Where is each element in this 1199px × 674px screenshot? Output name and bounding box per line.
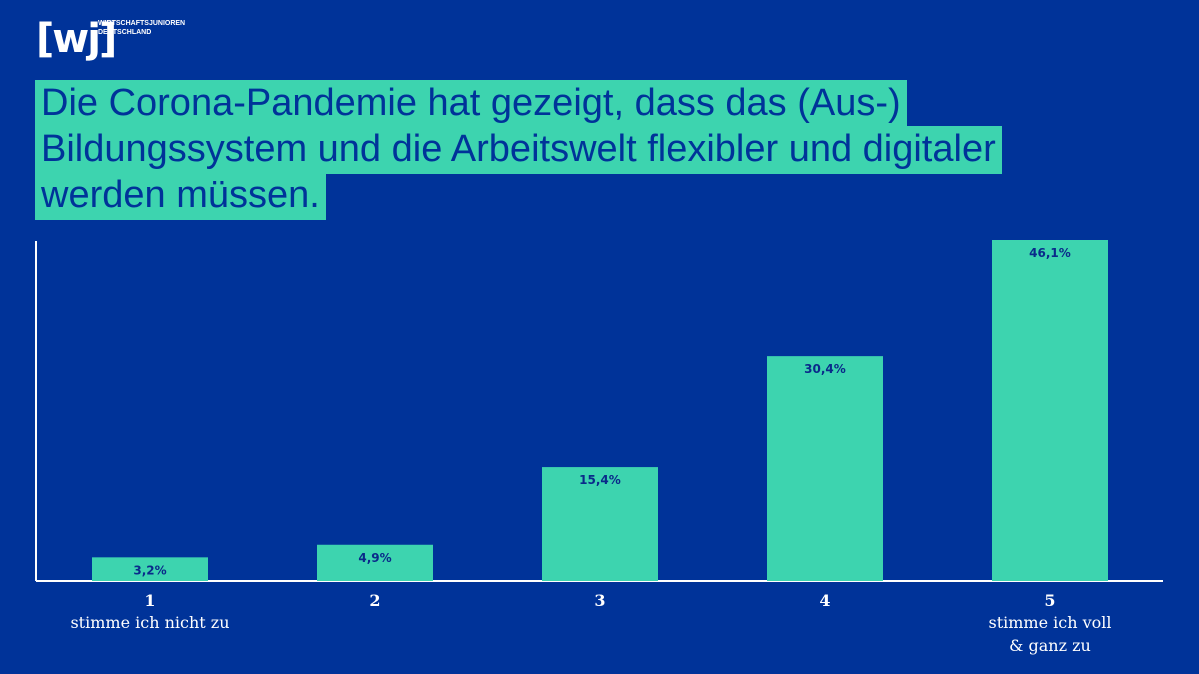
data-label-4: 30,4%	[804, 362, 846, 376]
data-label-2: 4,9%	[358, 551, 391, 565]
logo-line-2: DEUTSCHLAND	[98, 29, 152, 36]
data-label-5: 46,1%	[1029, 246, 1071, 260]
logo-mark: [wj]	[36, 16, 117, 62]
bar-5	[992, 240, 1108, 581]
x-tick-label-3: 3	[594, 591, 605, 610]
x-tick-label-5: 5	[1044, 591, 1055, 610]
data-label-3: 15,4%	[579, 473, 621, 487]
x-tick-description-5-1: stimme ich voll	[988, 613, 1111, 632]
x-tick-description-5-2: & ganz zu	[1009, 636, 1091, 655]
bar-3	[542, 467, 658, 581]
x-tick-label-1: 1	[144, 591, 155, 610]
chart-title: Die Corona-Pandemie hat gezeigt, dass da…	[35, 80, 1035, 220]
bar-2	[317, 544, 433, 581]
data-label-1: 3,2%	[133, 563, 166, 577]
x-tick-description-1-1: stimme ich nicht zu	[70, 613, 229, 632]
logo-line-1: WIRTSCHAFTSJUNIOREN	[98, 20, 186, 27]
bar-1	[92, 557, 208, 581]
logo-wordmark: WIRTSCHAFTSJUNIOREN DEUTSCHLAND	[98, 19, 185, 37]
bar-4	[767, 356, 883, 581]
x-tick-label-2: 2	[369, 591, 380, 610]
x-tick-label-4: 4	[819, 591, 830, 610]
